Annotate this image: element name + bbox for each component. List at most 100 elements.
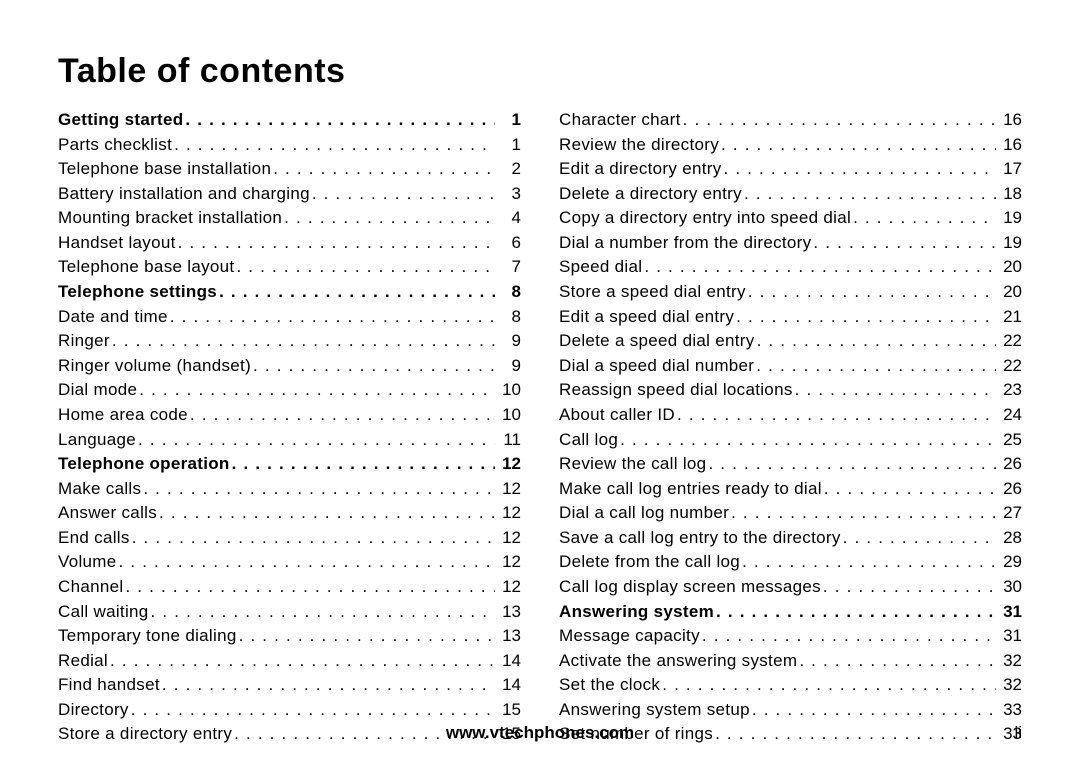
toc-entry: Date and time8 — [58, 306, 521, 327]
toc-page-number: 21 — [998, 306, 1022, 327]
dot-leader — [125, 576, 495, 597]
toc-page-number: 18 — [998, 183, 1022, 204]
dot-leader — [683, 109, 996, 130]
dot-leader — [132, 527, 495, 548]
toc-label: About caller ID — [559, 404, 675, 425]
dot-leader — [757, 330, 996, 351]
toc-entry: Answer calls12 — [58, 502, 521, 523]
toc-entry: Edit a directory entry17 — [559, 158, 1022, 179]
toc-entry: Message capacity31 — [559, 625, 1022, 646]
toc-page-number: 26 — [998, 478, 1022, 499]
toc-page-number: 8 — [497, 281, 521, 302]
dot-leader — [716, 601, 996, 622]
toc-label: Delete a speed dial entry — [559, 330, 755, 351]
toc-page-number: 13 — [497, 601, 521, 622]
dot-leader — [138, 429, 495, 450]
toc-page-number: 7 — [497, 256, 521, 277]
toc-page-number: 11 — [497, 429, 521, 450]
dot-leader — [312, 183, 495, 204]
dot-leader — [190, 404, 495, 425]
toc-page-number: 16 — [998, 109, 1022, 130]
toc-entry: Call log25 — [559, 429, 1022, 450]
toc-entry: Telephone base layout7 — [58, 256, 521, 277]
toc-page-number: 9 — [497, 330, 521, 351]
toc-entry: End calls12 — [58, 527, 521, 548]
toc-page-number: 12 — [497, 551, 521, 572]
toc-entry: Dial a number from the directory19 — [559, 232, 1022, 253]
toc-entry: Delete a directory entry 18 — [559, 183, 1022, 204]
toc-entry: Ringer 9 — [58, 330, 521, 351]
toc-page-number: 30 — [998, 576, 1022, 597]
toc-entry: Mounting bracket installation4 — [58, 207, 521, 228]
toc-label: Language — [58, 429, 136, 450]
toc-label: Call waiting — [58, 601, 149, 622]
toc-page-number: 17 — [998, 158, 1022, 179]
toc-entry: Character chart16 — [559, 109, 1022, 130]
toc-label: Ringer — [58, 330, 110, 351]
toc-label: Home area code — [58, 404, 188, 425]
toc-label: Parts checklist — [58, 134, 172, 155]
dot-leader — [139, 379, 495, 400]
toc-page-number: 3 — [497, 183, 521, 204]
toc-entry: Make calls12 — [58, 478, 521, 499]
dot-leader — [843, 527, 996, 548]
page-title: Table of contents — [58, 52, 1022, 91]
toc-entry: Telephone operation12 — [58, 453, 521, 474]
dot-leader — [219, 281, 495, 302]
toc-label: Copy a directory entry into speed dial — [559, 207, 851, 228]
dot-leader — [232, 453, 495, 474]
dot-leader — [756, 355, 996, 376]
footer-url: www.vtechphones.com — [0, 723, 1080, 743]
toc-page-number: 1 — [497, 134, 521, 155]
dot-leader — [731, 502, 996, 523]
toc-entry: Getting started 1 — [58, 109, 521, 130]
toc-label: Save a call log entry to the directory — [559, 527, 841, 548]
toc-entry: Call log display screen messages30 — [559, 576, 1022, 597]
toc-label: Battery installation and charging — [58, 183, 310, 204]
dot-leader — [131, 699, 495, 720]
dot-leader — [724, 158, 997, 179]
toc-label: Dial a speed dial number — [559, 355, 754, 376]
toc-label: Getting started — [58, 109, 183, 130]
toc-label: Review the call log — [559, 453, 706, 474]
dot-leader — [119, 551, 495, 572]
dot-leader — [110, 650, 495, 671]
toc-entry: Delete from the call log29 — [559, 551, 1022, 572]
dot-leader — [236, 256, 495, 277]
toc-page-number: 32 — [998, 674, 1022, 695]
toc-entry: Speed dial20 — [559, 256, 1022, 277]
toc-entry: Ringer volume (handset)9 — [58, 355, 521, 376]
toc-entry: Directory15 — [58, 699, 521, 720]
toc-label: Store a speed dial entry — [559, 281, 746, 302]
toc-entry: Temporary tone dialing13 — [58, 625, 521, 646]
dot-leader — [273, 158, 495, 179]
toc-label: Handset layout — [58, 232, 176, 253]
toc-page-number: 19 — [998, 232, 1022, 253]
dot-leader — [151, 601, 495, 622]
dot-leader — [799, 650, 996, 671]
dot-leader — [736, 306, 996, 327]
toc-page-number: 12 — [497, 576, 521, 597]
toc-page-number: 20 — [998, 256, 1022, 277]
toc-page-number: 15 — [497, 699, 521, 720]
toc-entry: Handset layout6 — [58, 232, 521, 253]
toc-page-number: 14 — [497, 650, 521, 671]
toc-entry: Save a call log entry to the directory28 — [559, 527, 1022, 548]
toc-entry: Battery installation and charging 3 — [58, 183, 521, 204]
toc-page: Table of contents Getting started 1 Parts … — [0, 0, 1080, 771]
toc-page-number: 1 — [497, 109, 521, 130]
toc-page-number: 24 — [998, 404, 1022, 425]
toc-entry: Make call log entries ready to dial26 — [559, 478, 1022, 499]
dot-leader — [744, 183, 996, 204]
toc-entry: Reassign speed dial locations23 — [559, 379, 1022, 400]
toc-page-number: 14 — [497, 674, 521, 695]
toc-column-right: Character chart16Review the directory16E… — [559, 109, 1022, 748]
toc-label: Telephone operation — [58, 453, 230, 474]
toc-page-number: 10 — [497, 379, 521, 400]
toc-label: Telephone base installation — [58, 158, 271, 179]
toc-entry: Home area code10 — [58, 404, 521, 425]
dot-leader — [239, 625, 495, 646]
toc-label: Delete a directory entry — [559, 183, 742, 204]
toc-page-number: 33 — [998, 699, 1022, 720]
dot-leader — [721, 134, 996, 155]
